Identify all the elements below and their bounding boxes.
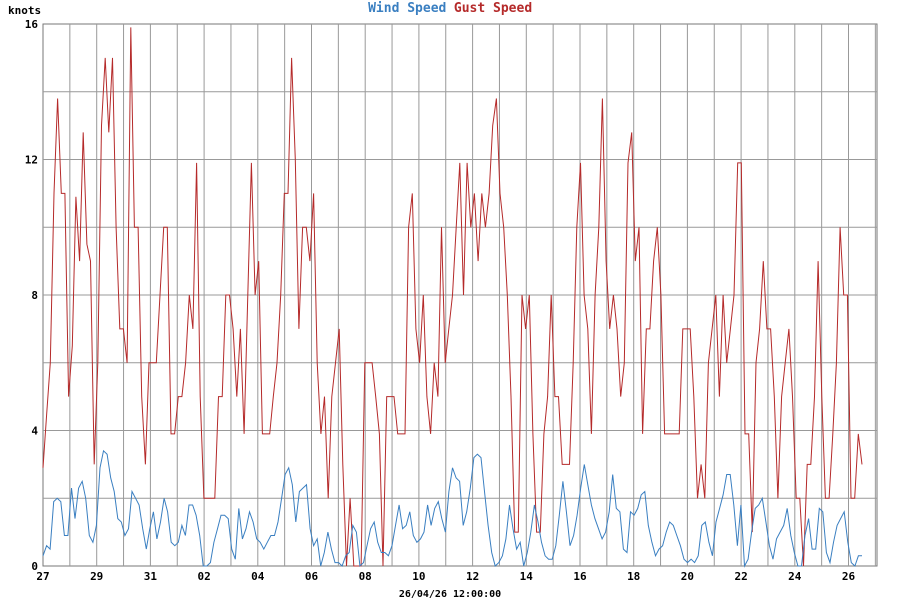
title-gust-speed: Gust Speed: [454, 1, 532, 16]
series-line-gust-speed: [42, 27, 863, 567]
y-tick-label: 16: [25, 18, 39, 31]
x-tick-label: 18: [627, 570, 640, 583]
x-tick-label: 12: [466, 570, 479, 583]
x-tick-label: 16: [573, 570, 587, 583]
series-line-wind-speed: [42, 449, 862, 568]
x-tick-label: 04: [251, 570, 265, 583]
x-tick-label: 24: [788, 570, 802, 583]
x-axis-label: 26/04/26 12:00:00: [399, 589, 501, 600]
x-tick-label: 27: [36, 570, 49, 583]
x-tick-label: 31: [144, 570, 158, 583]
y-tick-label: 0: [31, 560, 38, 573]
y-axis-label: knots: [8, 4, 41, 17]
series-layer: [42, 27, 863, 568]
x-tick-label: 02: [197, 570, 210, 583]
x-tick-label: 08: [359, 570, 372, 583]
x-tick-label: 14: [520, 570, 534, 583]
x-tick-label: 06: [305, 570, 319, 583]
x-tick-label: 20: [681, 570, 694, 583]
title-wind-speed: Wind Speed: [368, 1, 446, 16]
grid: [42, 23, 878, 567]
y-tick-label: 12: [25, 154, 38, 167]
x-tick-label: 22: [734, 570, 747, 583]
x-tick-label: 26: [842, 570, 856, 583]
x-tick-label: 29: [90, 570, 103, 583]
y-tick-label: 8: [31, 289, 38, 302]
x-tick-label: 10: [412, 570, 425, 583]
y-tick-label: 4: [31, 425, 38, 438]
